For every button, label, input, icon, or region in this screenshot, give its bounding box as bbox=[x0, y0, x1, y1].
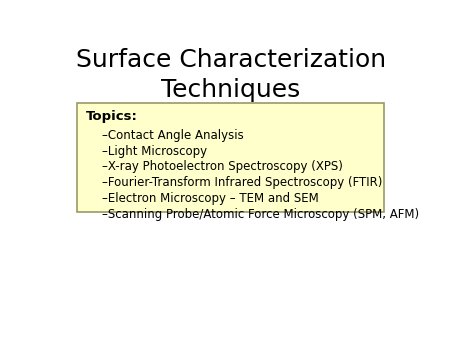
FancyBboxPatch shape bbox=[77, 103, 384, 212]
Text: –Scanning Probe/Atomic Force Microscopy (SPM, AFM): –Scanning Probe/Atomic Force Microscopy … bbox=[102, 208, 418, 221]
Text: –Contact Angle Analysis: –Contact Angle Analysis bbox=[102, 129, 243, 142]
Text: Surface Characterization
Techniques: Surface Characterization Techniques bbox=[76, 48, 386, 102]
Text: –X-ray Photoelectron Spectroscopy (XPS): –X-ray Photoelectron Spectroscopy (XPS) bbox=[102, 161, 342, 173]
Text: –Electron Microscopy – TEM and SEM: –Electron Microscopy – TEM and SEM bbox=[102, 192, 318, 205]
Text: Topics:: Topics: bbox=[86, 110, 138, 123]
Text: –Fourier-Transform Infrared Spectroscopy (FTIR): –Fourier-Transform Infrared Spectroscopy… bbox=[102, 176, 382, 189]
Text: –Light Microscopy: –Light Microscopy bbox=[102, 145, 207, 158]
